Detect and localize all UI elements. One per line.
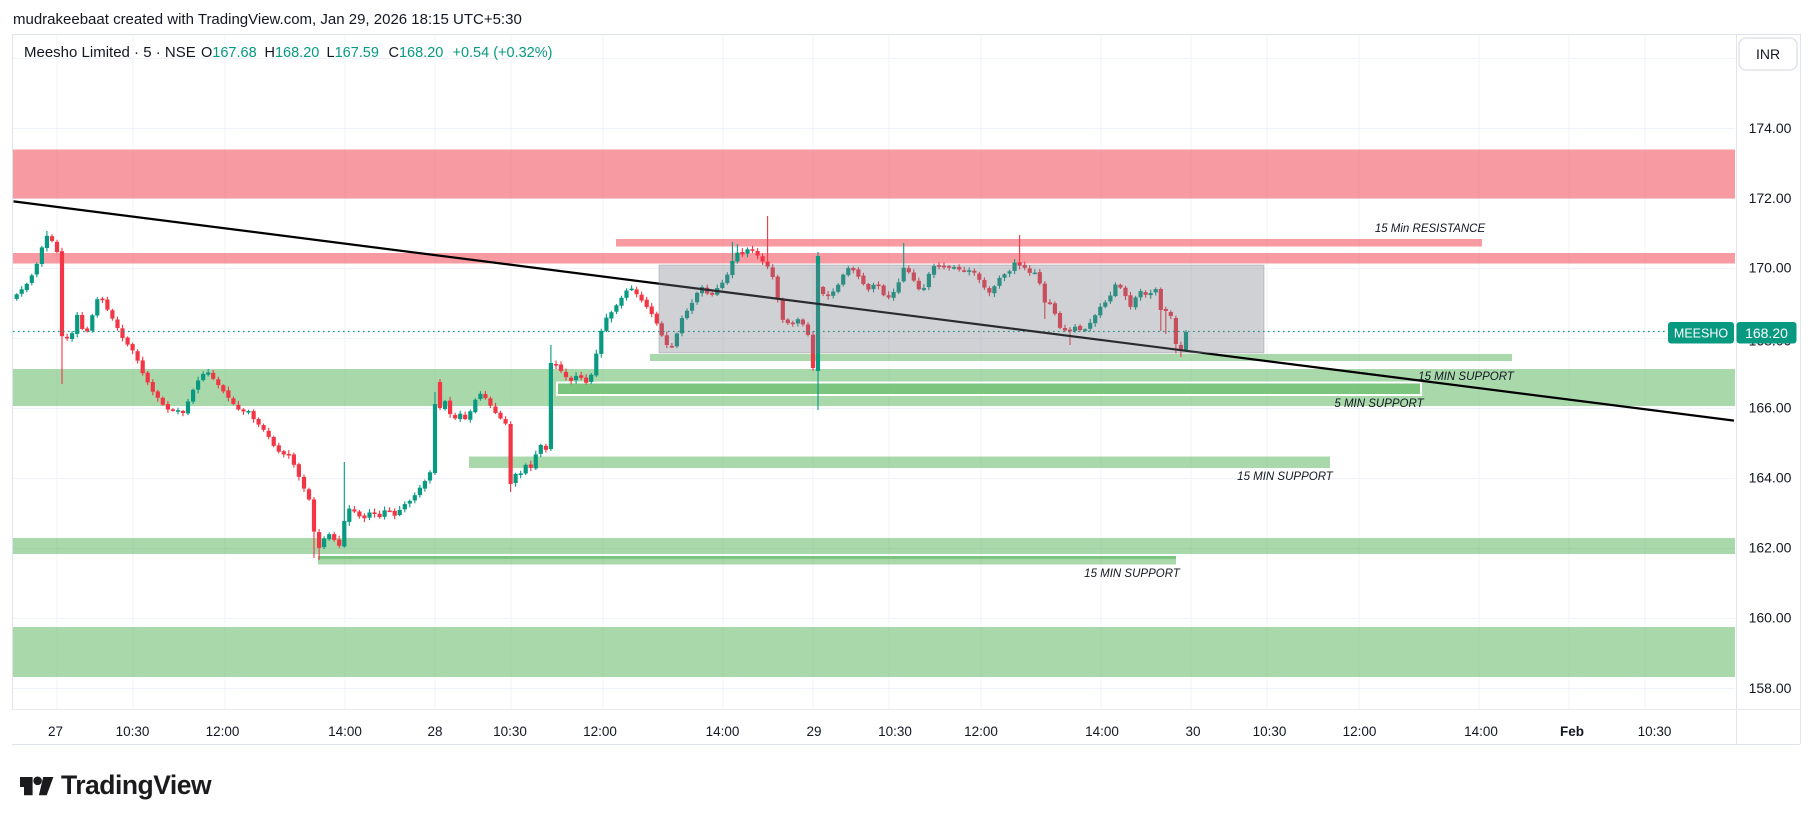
svg-text:mudrakeebaat created with Trad: mudrakeebaat created with TradingView.co… (13, 11, 522, 28)
svg-text:172.00: 172.00 (1749, 190, 1792, 206)
svg-text:164.00: 164.00 (1749, 470, 1792, 486)
svg-text:Meesho Limited · 5 · NSE: Meesho Limited · 5 · NSE (24, 44, 196, 61)
svg-text:14:00: 14:00 (1085, 724, 1119, 739)
svg-text:160.00: 160.00 (1749, 610, 1792, 626)
svg-text:TradingView: TradingView (61, 770, 212, 800)
svg-text:10:30: 10:30 (1638, 724, 1672, 739)
svg-text:Feb: Feb (1560, 724, 1584, 739)
svg-text:166.00: 166.00 (1749, 400, 1792, 416)
svg-text:170.00: 170.00 (1749, 260, 1792, 276)
svg-text:27: 27 (48, 724, 63, 739)
svg-text:174.00: 174.00 (1749, 120, 1792, 136)
svg-text:12:00: 12:00 (964, 724, 998, 739)
svg-text:C168.20: C168.20 (389, 45, 444, 61)
svg-text:12:00: 12:00 (583, 724, 617, 739)
svg-text:14:00: 14:00 (328, 724, 362, 739)
svg-text:10:30: 10:30 (116, 724, 150, 739)
svg-text:10:30: 10:30 (878, 724, 912, 739)
svg-text:15 Min RESISTANCE: 15 Min RESISTANCE (1375, 223, 1486, 235)
svg-text:O167.68: O167.68 (201, 45, 257, 61)
svg-text:15 MIN SUPPORT: 15 MIN SUPPORT (1418, 371, 1515, 383)
svg-text:14:00: 14:00 (706, 724, 740, 739)
svg-text:12:00: 12:00 (1343, 724, 1377, 739)
svg-text:162.00: 162.00 (1749, 540, 1792, 556)
svg-text:14:00: 14:00 (1464, 724, 1498, 739)
svg-text:5 MIN SUPPORT: 5 MIN SUPPORT (1334, 398, 1424, 410)
svg-text:H168.20: H168.20 (265, 45, 320, 61)
svg-text:158.00: 158.00 (1749, 680, 1792, 696)
svg-text:28: 28 (427, 724, 442, 739)
svg-text:15 MIN SUPPORT: 15 MIN SUPPORT (1237, 471, 1334, 483)
svg-text:168.20: 168.20 (1745, 325, 1788, 341)
svg-text:29: 29 (806, 724, 821, 739)
svg-text:12:00: 12:00 (206, 724, 240, 739)
svg-text:15 MIN SUPPORT: 15 MIN SUPPORT (1084, 568, 1181, 580)
svg-text:+0.54 (+0.32%): +0.54 (+0.32%) (453, 45, 553, 61)
svg-text:INR: INR (1756, 46, 1780, 62)
svg-text:30: 30 (1185, 724, 1200, 739)
svg-text:10:30: 10:30 (493, 724, 527, 739)
svg-text:10:30: 10:30 (1253, 724, 1287, 739)
svg-text:L167.59: L167.59 (327, 45, 379, 61)
svg-text:MEESHO: MEESHO (1674, 327, 1728, 341)
